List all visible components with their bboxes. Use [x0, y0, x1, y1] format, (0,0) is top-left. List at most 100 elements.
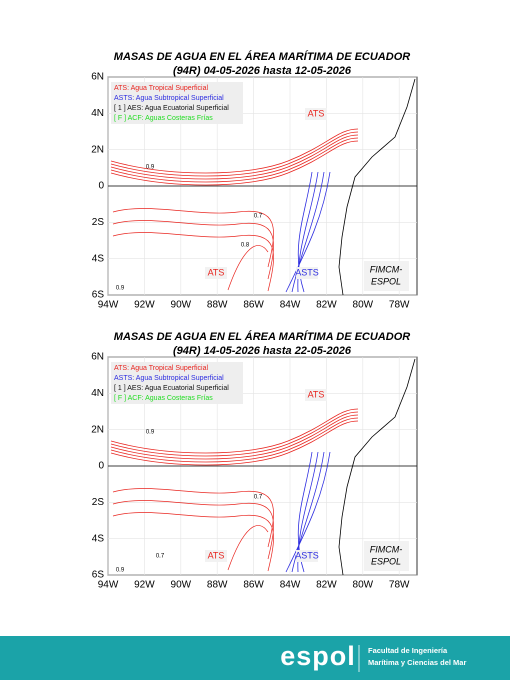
contour-label: 0.9	[116, 568, 125, 574]
lat-label: 2N	[91, 424, 104, 435]
contour-asts	[291, 171, 325, 293]
credit-box	[364, 541, 409, 571]
contour-ats	[110, 414, 359, 460]
lat-label: 6S	[92, 570, 105, 581]
coastline	[338, 78, 416, 296]
legend-entry: [ 1 ] AES: Agua Ecuatorial Superficial	[114, 105, 229, 112]
legend-entry: [ F ] ACF: Aguas Costeras Frías	[114, 395, 213, 402]
lon-label: 90W	[171, 300, 192, 311]
lon-label: 92W	[134, 580, 155, 591]
contour-ats	[110, 137, 359, 183]
credit-box	[364, 261, 409, 291]
contour-ats	[112, 232, 274, 292]
credit: ESPOL	[371, 556, 401, 566]
lon-label: 78W	[389, 300, 410, 311]
lon-label: 94W	[98, 300, 119, 311]
lon-label: 88W	[207, 580, 228, 591]
annotation: ATS	[208, 550, 225, 560]
lat-label: 6N	[91, 352, 104, 363]
lat-label: 6S	[92, 290, 105, 301]
contour-ats	[227, 525, 269, 571]
credit: FIMCM-	[370, 264, 403, 274]
lat-label: 0	[98, 181, 104, 192]
map-title: MASAS DE AGUA EN EL ÁREA MARÍTIMA DE ECU…	[114, 330, 410, 343]
lon-label: 80W	[353, 300, 374, 311]
annotation-bg	[296, 550, 318, 562]
legend-entry: ATS: Agua Tropical Superficial	[114, 85, 208, 92]
lat-label: 6N	[91, 72, 104, 83]
contour-ats	[110, 420, 359, 466]
lat-label: 2S	[92, 217, 105, 228]
contour-ats	[110, 408, 359, 454]
contour-ats	[110, 131, 359, 177]
lon-label: 84W	[280, 300, 301, 311]
contour-ats	[110, 134, 359, 180]
lat-label: 4N	[91, 388, 104, 399]
footer-banner	[0, 636, 510, 680]
contour-ats	[112, 220, 274, 280]
contour-ats	[112, 208, 274, 268]
lat-label: 2S	[92, 497, 105, 508]
legend-entry: ATS: Agua Tropical Superficial	[114, 365, 208, 372]
annotation: ATS	[308, 389, 325, 399]
lon-label: 86W	[243, 580, 264, 591]
lon-label: 82W	[316, 580, 337, 591]
lon-label: 88W	[207, 300, 228, 311]
annotation: ATS	[308, 108, 325, 118]
contour-asts	[285, 451, 331, 573]
lat-label: 0	[98, 461, 104, 472]
lon-label: 80W	[353, 580, 374, 591]
legend-entry: ASTS: Agua Subtropical Superficial	[114, 95, 224, 102]
lat-label: 4S	[92, 253, 105, 264]
credit: FIMCM-	[370, 544, 403, 554]
contour-ats	[227, 245, 269, 291]
contour-asts	[285, 171, 331, 293]
contour-ats	[110, 417, 359, 463]
contour-ats	[110, 128, 359, 174]
contour-label: 0.8	[241, 243, 250, 249]
lon-label: 90W	[171, 580, 192, 591]
contour-label: 0.7	[156, 554, 165, 560]
lon-label: 86W	[243, 300, 264, 311]
annotation-bg	[205, 550, 227, 562]
contour-label: 0.9	[116, 286, 125, 292]
lat-label: 4S	[92, 533, 105, 544]
annotation-bg	[296, 267, 318, 279]
coastline	[338, 358, 416, 576]
lon-label: 94W	[98, 580, 119, 591]
contour-label: 0.9	[146, 430, 155, 436]
lat-label: 2N	[91, 144, 104, 155]
contour-ats	[112, 500, 274, 560]
map-subtitle: (94R) 14-05-2026 hasta 22-05-2026	[173, 345, 352, 357]
lon-label: 82W	[316, 300, 337, 311]
contour-ats	[112, 488, 274, 548]
lon-label: 78W	[389, 580, 410, 591]
map-title: MASAS DE AGUA EN EL ÁREA MARÍTIMA DE ECU…	[114, 50, 410, 63]
contour-ats	[110, 140, 359, 186]
contour-label: 0.9	[146, 165, 155, 171]
lon-label: 92W	[134, 300, 155, 311]
contour-asts	[291, 451, 325, 573]
contour-ats	[110, 411, 359, 457]
lon-label: 84W	[280, 580, 301, 591]
annotation-bg	[205, 267, 227, 279]
annotation: ATS	[208, 267, 225, 277]
contour-ats	[112, 512, 274, 572]
legend-entry: ASTS: Agua Subtropical Superficial	[114, 375, 224, 382]
contour-label: 0.7	[254, 495, 263, 501]
legend-entry: [ 1 ] AES: Agua Ecuatorial Superficial	[114, 385, 229, 392]
logo: espol	[280, 641, 356, 671]
faculty-line: Marítima y Ciencias del Mar	[368, 658, 466, 667]
faculty-line: Facultad de Ingeniería	[368, 646, 448, 655]
credit: ESPOL	[371, 276, 401, 286]
annotation-bg	[305, 389, 327, 401]
contour-label: 0.7	[254, 214, 263, 220]
legend-box	[111, 362, 243, 404]
annotation-bg	[305, 108, 327, 120]
annotation: ASTS	[295, 550, 319, 560]
legend-entry: [ F ] ACF: Aguas Costeras Frías	[114, 115, 213, 122]
lat-label: 4N	[91, 108, 104, 119]
map-subtitle: (94R) 04-05-2026 hasta 12-05-2026	[173, 65, 352, 77]
